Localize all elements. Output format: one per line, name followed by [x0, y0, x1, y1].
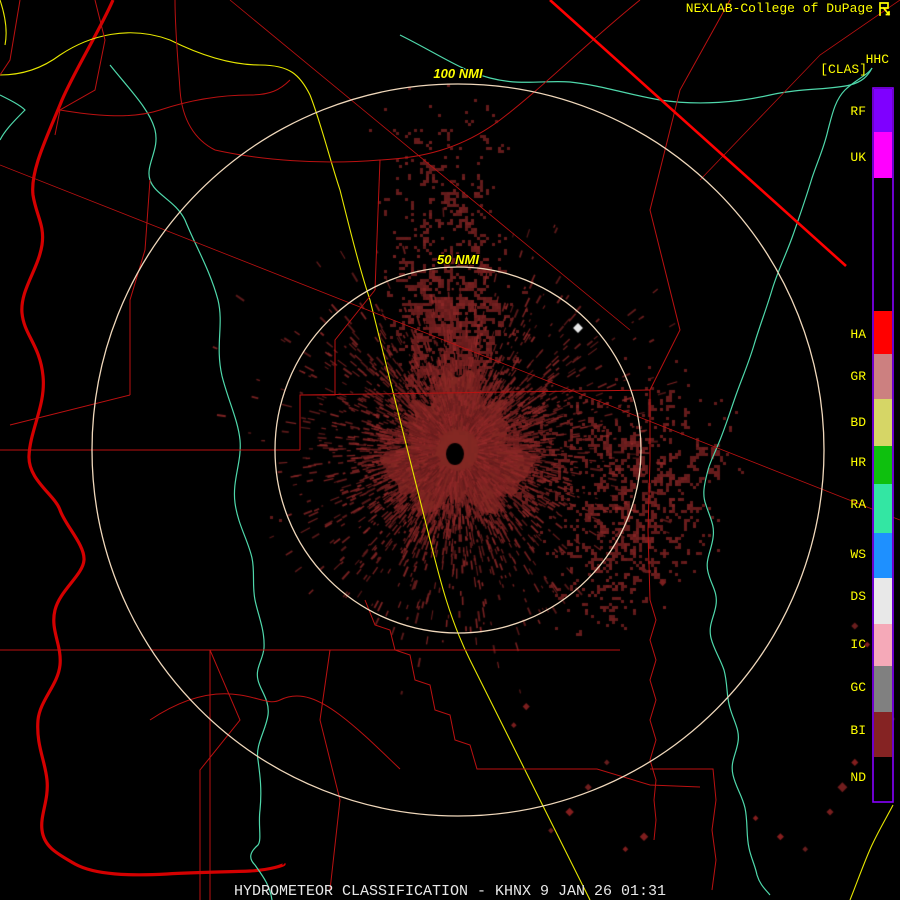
- svg-text:HR: HR: [850, 455, 866, 470]
- svg-text:[CLAS]: [CLAS]: [820, 62, 867, 77]
- svg-text:BD: BD: [850, 415, 866, 430]
- svg-text:NEXLAB-College of DuPage: NEXLAB-College of DuPage: [686, 1, 873, 16]
- svg-text:50 NMI: 50 NMI: [437, 252, 479, 267]
- svg-text:GR: GR: [850, 369, 866, 384]
- svg-text:RF: RF: [850, 104, 866, 119]
- svg-text:ND: ND: [850, 770, 866, 785]
- svg-text:GC: GC: [850, 680, 866, 695]
- svg-text:IC: IC: [850, 637, 866, 652]
- svg-text:HA: HA: [850, 327, 866, 342]
- svg-text:RA: RA: [850, 497, 866, 512]
- svg-text:UK: UK: [850, 150, 866, 165]
- svg-text:100 NMI: 100 NMI: [433, 66, 483, 81]
- svg-text:HHC: HHC: [866, 52, 890, 67]
- svg-text:DS: DS: [850, 589, 866, 604]
- svg-text:HYDROMETEOR CLASSIFICATION - K: HYDROMETEOR CLASSIFICATION - KHNX 9 JAN …: [234, 883, 666, 900]
- svg-text:BI: BI: [850, 723, 866, 738]
- svg-text:WS: WS: [850, 547, 866, 562]
